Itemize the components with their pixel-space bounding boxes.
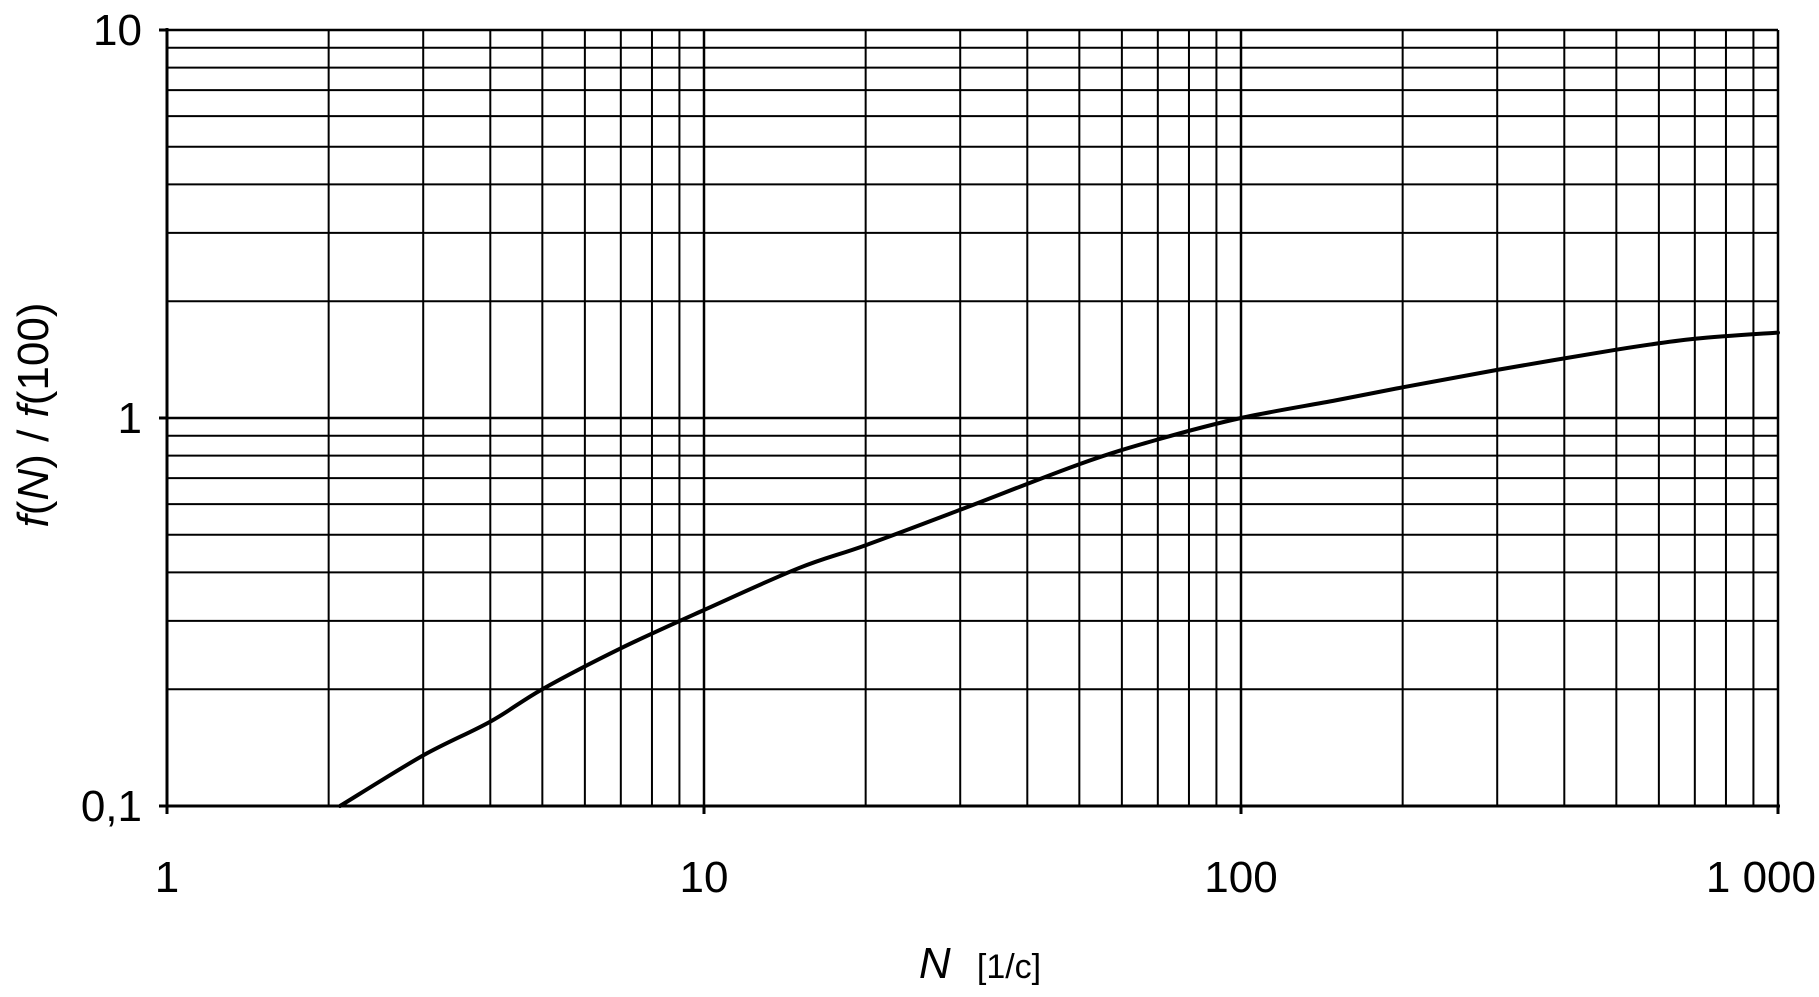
y-axis-label-p2: ) /	[9, 417, 58, 468]
tick-labels: 1 10 100 1 000 0,1 1 10	[81, 6, 1816, 902]
grid	[165, 28, 1780, 808]
x-axis-unit: [1/c]	[977, 948, 1041, 986]
y-axis-label-p1: (	[9, 500, 58, 515]
x-tick-label: 10	[680, 853, 729, 902]
series-line	[338, 330, 1780, 808]
x-tick-label: 1 000	[1706, 853, 1816, 902]
y-axis-label-v1: N	[9, 469, 58, 501]
x-axis-variable: N	[919, 939, 951, 988]
x-tick-label: 100	[1204, 853, 1277, 902]
x-axis-label: N [1/c]	[919, 939, 1041, 988]
x-tick-label: 1	[155, 853, 179, 902]
y-axis-label: f(N) / f(100)	[9, 303, 58, 528]
y-axis-label-p3: (100)	[9, 303, 58, 406]
y-tick-label: 10	[93, 6, 142, 55]
y-tick-label: 1	[118, 394, 142, 443]
series-layer	[338, 330, 1780, 808]
y-tick-label: 0,1	[81, 782, 142, 831]
plot-frame	[159, 28, 1780, 814]
